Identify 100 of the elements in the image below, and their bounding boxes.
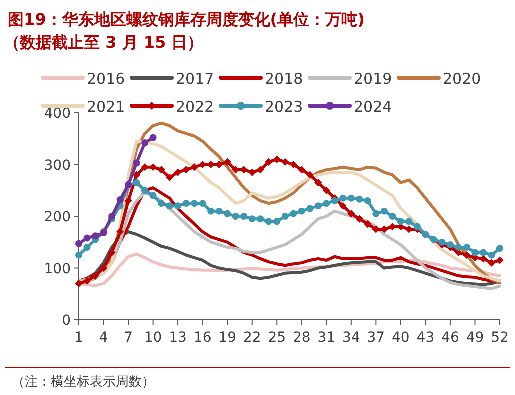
point xyxy=(166,202,174,210)
legend-label: 2019 xyxy=(354,70,392,88)
point xyxy=(414,223,421,230)
point xyxy=(83,277,92,285)
point xyxy=(446,241,454,248)
x-tick-label: 25 xyxy=(268,330,286,346)
point xyxy=(438,238,446,246)
point xyxy=(339,202,347,210)
y-tick-label: 100 xyxy=(44,261,71,278)
point xyxy=(232,213,240,220)
point xyxy=(323,200,330,208)
point xyxy=(496,256,504,264)
point xyxy=(158,166,166,174)
point xyxy=(76,240,82,248)
point xyxy=(340,194,347,202)
y-tick-label: 200 xyxy=(44,210,71,226)
point xyxy=(274,218,281,226)
legend-label: 2023 xyxy=(265,98,304,116)
x-tick-label: 31 xyxy=(318,330,336,346)
point xyxy=(496,245,504,252)
point xyxy=(174,168,182,176)
point xyxy=(389,213,396,220)
point xyxy=(132,171,141,179)
x-tick-label: 43 xyxy=(416,330,435,346)
point xyxy=(182,200,190,208)
point xyxy=(124,197,132,205)
x-tick-label: 13 xyxy=(169,330,187,346)
y-tick-label: 0 xyxy=(62,313,71,329)
point xyxy=(108,213,116,220)
x-tick-label: 28 xyxy=(292,330,311,346)
point xyxy=(397,218,404,226)
point xyxy=(314,202,322,210)
x-tick-label: 34 xyxy=(342,330,360,346)
point xyxy=(92,272,100,280)
point xyxy=(84,244,91,252)
point xyxy=(92,232,100,240)
point xyxy=(100,264,108,272)
point xyxy=(224,158,232,166)
x-tick-label: 22 xyxy=(243,330,262,346)
point xyxy=(463,244,470,252)
point xyxy=(75,280,83,288)
point xyxy=(248,216,256,223)
point xyxy=(372,210,380,218)
point xyxy=(406,218,413,226)
legend-label: 2017 xyxy=(176,70,214,88)
point xyxy=(388,223,396,231)
point xyxy=(116,228,124,236)
point xyxy=(480,249,487,256)
point xyxy=(455,244,462,252)
point xyxy=(364,220,372,228)
point xyxy=(182,166,190,174)
y-tick-label: 300 xyxy=(44,158,71,174)
point xyxy=(150,192,157,200)
x-tick-label: 7 xyxy=(124,330,133,346)
legend-label: 2018 xyxy=(265,70,304,88)
x-tick-label: 4 xyxy=(99,330,108,346)
point xyxy=(248,168,256,176)
point xyxy=(257,216,264,223)
point xyxy=(133,160,140,167)
point xyxy=(166,174,174,182)
point xyxy=(142,187,149,194)
x-tick-label: 46 xyxy=(442,330,460,346)
point xyxy=(108,248,116,257)
point xyxy=(158,200,166,208)
point xyxy=(306,205,314,212)
point xyxy=(216,160,224,169)
x-tick-label: 37 xyxy=(367,330,386,346)
point xyxy=(282,213,289,220)
point xyxy=(463,252,471,260)
point xyxy=(199,200,206,208)
x-tick-label: 10 xyxy=(144,330,162,346)
y-tick-label: 400 xyxy=(44,106,71,122)
legend-label: 2022 xyxy=(176,98,214,116)
point xyxy=(356,196,364,203)
point xyxy=(380,208,388,215)
x-tick-label: 40 xyxy=(392,330,410,346)
point xyxy=(84,234,91,242)
point xyxy=(265,218,272,226)
x-tick-label: 16 xyxy=(194,330,212,346)
point xyxy=(282,158,290,166)
point xyxy=(142,140,149,147)
point xyxy=(472,249,479,256)
legend-label: 2020 xyxy=(443,70,482,88)
x-tick-label: 19 xyxy=(218,330,236,346)
point xyxy=(290,160,298,169)
point xyxy=(273,156,281,164)
legend-label: 2016 xyxy=(87,70,126,88)
point xyxy=(356,215,364,223)
x-tick-label: 1 xyxy=(74,330,84,346)
point xyxy=(150,134,157,142)
point xyxy=(331,197,338,204)
legend-label: 2021 xyxy=(87,98,126,116)
point xyxy=(116,196,124,204)
point xyxy=(306,171,314,179)
point xyxy=(348,210,356,218)
point xyxy=(133,179,140,186)
point xyxy=(298,208,306,215)
text: （注：横坐标表示周数） xyxy=(12,375,155,390)
point xyxy=(240,213,248,220)
point xyxy=(256,166,264,174)
